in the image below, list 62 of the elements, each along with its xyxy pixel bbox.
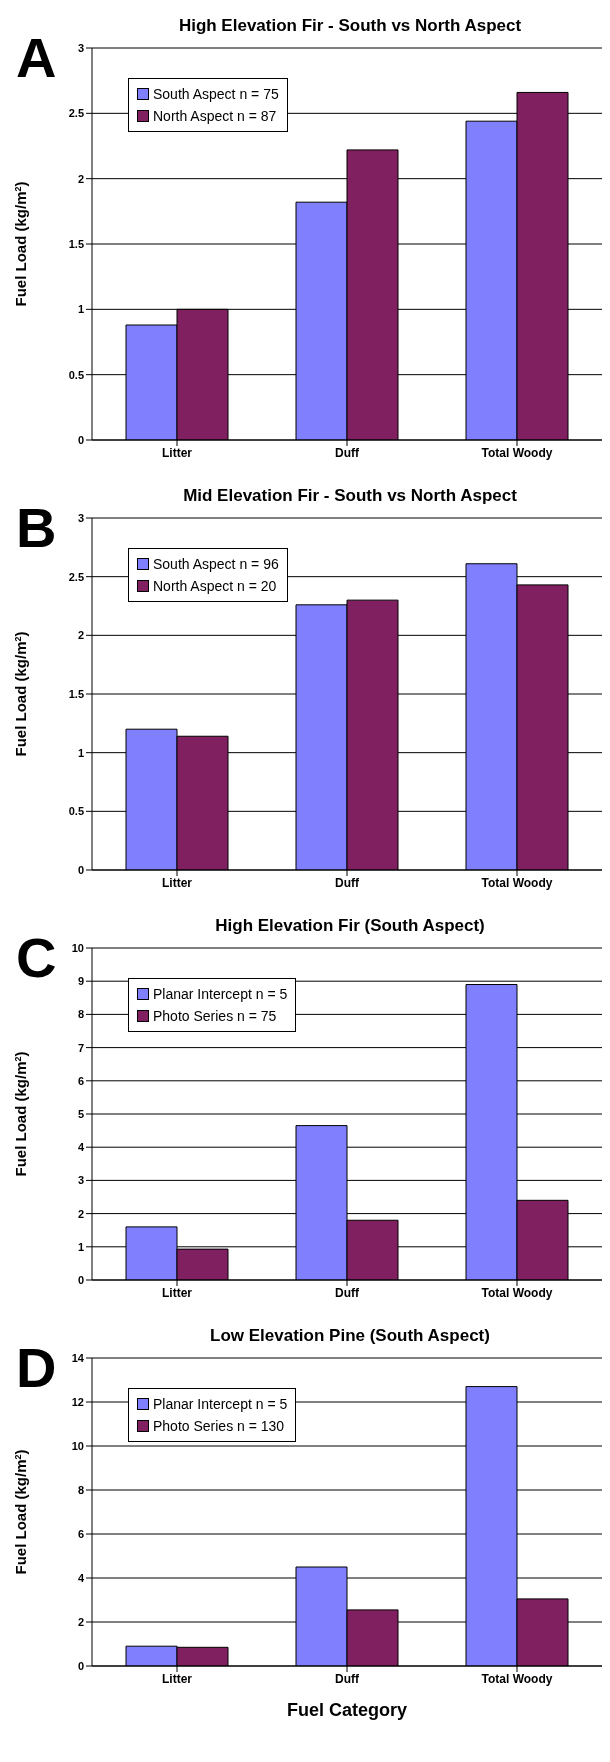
x-axis-title: Fuel Category	[286, 1700, 408, 1720]
y-tick-label: 8	[77, 1483, 84, 1496]
y-tick-label: 9	[77, 975, 84, 988]
x-tick-label: Litter	[162, 1671, 193, 1686]
x-tick-label: Duff	[335, 445, 360, 460]
y-tick-label: 0	[77, 863, 84, 876]
y-tick-label: 2	[77, 1207, 84, 1220]
y-tick-label: 1	[77, 303, 84, 316]
y-tick-label: 5	[77, 1107, 84, 1120]
x-tick-label: Total Woody	[481, 445, 553, 460]
legend-label: South Aspect n = 75	[153, 85, 279, 104]
y-tick-label: 2	[77, 629, 84, 642]
y-tick-label: 0	[77, 1659, 84, 1672]
legend-label: Planar Intercept n = 5	[153, 985, 288, 1004]
x-tick-label: Duff	[335, 1671, 360, 1686]
y-tick-label: 12	[71, 1395, 84, 1408]
y-tick-label: 10	[71, 941, 84, 954]
y-tick-label: 3	[77, 1174, 84, 1187]
y-tick-label: 3	[77, 511, 84, 524]
text: D	[16, 1336, 57, 1399]
legend-label: Photo Series n = 75	[153, 1007, 277, 1026]
x-tick-label: Total Woody	[481, 1671, 553, 1686]
y-tick-label: 0.5	[68, 368, 84, 381]
y-tick-label: 6	[77, 1074, 84, 1087]
y-tick-label: 1	[77, 746, 84, 759]
y-tick-label: 2	[77, 172, 84, 185]
legend-label: North Aspect n = 87	[153, 107, 277, 126]
legend-label: Photo Series n = 130	[153, 1417, 285, 1436]
chart-title: Low Elevation Pine (South Aspect)	[209, 1326, 491, 1346]
text: C	[16, 926, 57, 989]
x-tick-label: Litter	[162, 1285, 193, 1300]
chart-title: High Elevation Fir (South Aspect)	[214, 916, 486, 936]
x-tick-label: Duff	[335, 875, 360, 890]
y-tick-label: 8	[77, 1008, 84, 1021]
y-tick-label: 14	[71, 1351, 85, 1364]
x-tick-label: Litter	[162, 445, 193, 460]
y-tick-label: 1.5	[68, 687, 84, 700]
y-tick-label: 0	[77, 1273, 84, 1286]
y-tick-label: 2	[77, 1615, 84, 1628]
y-tick-label: 10	[71, 1439, 84, 1452]
y-tick-label: 0	[77, 433, 84, 446]
x-tick-label: Total Woody	[481, 1285, 553, 1300]
y-tick-label: 3	[77, 41, 84, 54]
y-tick-label: 1.5	[68, 237, 84, 250]
legend-label: North Aspect n = 20	[153, 577, 277, 596]
text: A	[16, 26, 57, 89]
y-tick-label: 4	[77, 1141, 85, 1154]
y-tick-label: 2.5	[68, 107, 84, 120]
x-tick-label: Litter	[162, 875, 193, 890]
y-tick-label: 4	[77, 1571, 85, 1584]
legend-label: Planar Intercept n = 5	[153, 1395, 288, 1414]
chart-title: High Elevation Fir - South vs North Aspect	[177, 16, 523, 36]
chart-title: Mid Elevation Fir - South vs North Aspect	[182, 486, 518, 506]
legend-label: South Aspect n = 96	[153, 555, 279, 574]
text: B	[16, 496, 57, 559]
y-tick-label: 1	[77, 1240, 84, 1253]
y-tick-label: 6	[77, 1527, 84, 1540]
y-tick-label: 2.5	[68, 570, 84, 583]
x-tick-label: Total Woody	[481, 875, 553, 890]
y-tick-label: 0.5	[68, 805, 84, 818]
y-tick-label: 7	[77, 1041, 84, 1054]
x-tick-label: Duff	[335, 1285, 360, 1300]
